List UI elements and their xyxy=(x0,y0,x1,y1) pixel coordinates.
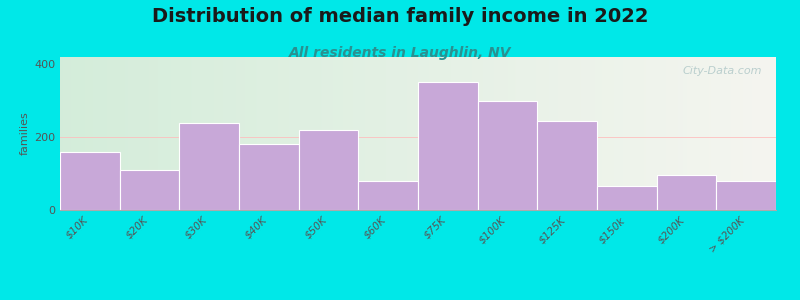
Text: Distribution of median family income in 2022: Distribution of median family income in … xyxy=(152,8,648,26)
Bar xyxy=(657,176,716,210)
Bar xyxy=(538,121,597,210)
Text: City-Data.com: City-Data.com xyxy=(682,66,762,76)
Bar xyxy=(478,101,538,210)
Bar xyxy=(239,144,298,210)
Bar xyxy=(60,152,120,210)
Bar xyxy=(358,181,418,210)
Y-axis label: families: families xyxy=(20,112,30,155)
Bar xyxy=(597,186,657,210)
Bar xyxy=(179,123,239,210)
Bar xyxy=(298,130,358,210)
Bar xyxy=(716,181,776,210)
Bar xyxy=(418,82,478,210)
Bar xyxy=(120,170,179,210)
Text: All residents in Laughlin, NV: All residents in Laughlin, NV xyxy=(289,46,511,61)
